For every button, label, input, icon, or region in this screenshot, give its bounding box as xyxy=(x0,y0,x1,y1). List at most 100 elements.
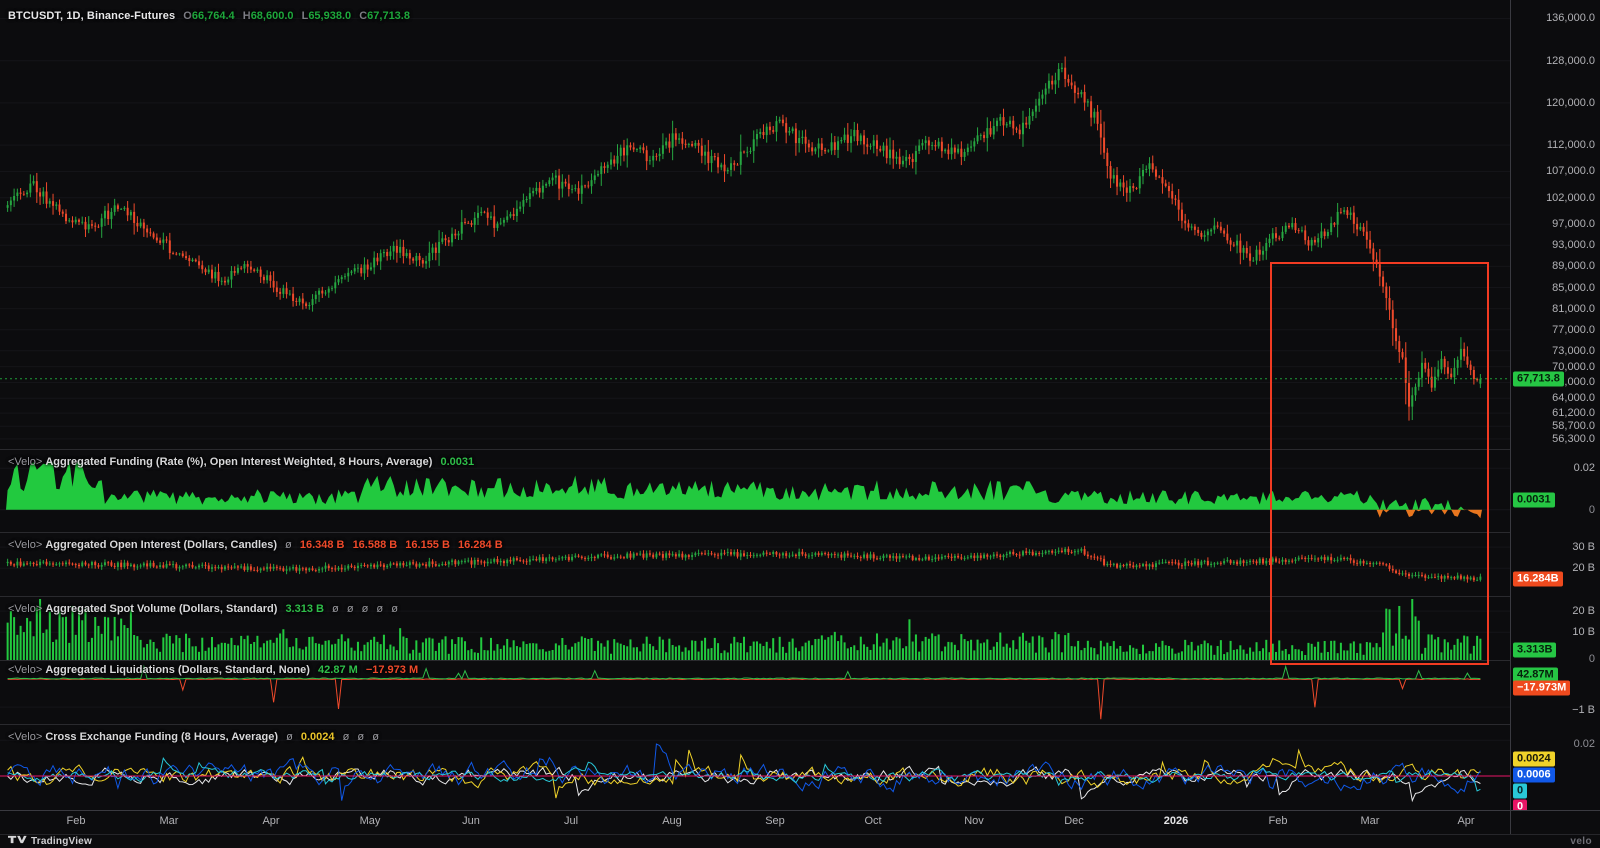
cef-glyph-3: ø xyxy=(357,731,365,743)
axis-tick: 61,200.0 xyxy=(1552,407,1595,420)
axis-tick: 112,000.0 xyxy=(1546,139,1595,152)
oi-high: 16.588 B xyxy=(352,539,398,551)
close-value: 67,713.8 xyxy=(367,10,410,22)
liquidations-long-badge[interactable]: 42.87M xyxy=(1513,667,1558,683)
oi-avg-glyph: ø xyxy=(285,539,292,551)
low-label: L xyxy=(301,10,309,22)
liquidations-long-value: 42.87 M xyxy=(318,664,358,676)
cef-glyph-0: ø xyxy=(286,731,293,743)
price-axis[interactable]: 136,000.0 128,000.0 120,000.0 112,000.0 107,… xyxy=(1510,0,1600,815)
time-axis-divider xyxy=(1510,811,1511,835)
symbol-title[interactable]: BTCUSDT, 1D, Binance-Futures xyxy=(8,10,176,22)
funding-value-badge[interactable]: 0.0031 xyxy=(1513,492,1555,508)
time-axis-label: Feb xyxy=(66,815,86,827)
axis-tick: 93,000.0 xyxy=(1552,239,1595,252)
time-axis-label: Dec xyxy=(1064,815,1084,827)
funding-value: 0.0031 xyxy=(440,456,475,468)
cross-exchange-funding-legend: <Velo> Cross Exchange Funding (8 Hours, … xyxy=(8,731,379,744)
velo-prefix: <Velo> xyxy=(8,603,43,615)
open-interest-pane[interactable] xyxy=(0,533,1510,597)
velo-prefix: <Velo> xyxy=(8,456,43,468)
time-axis-label: Jun xyxy=(462,815,480,827)
axis-tick: 128,000.0 xyxy=(1546,54,1595,67)
bottom-bar: TradingView velo xyxy=(0,834,1600,848)
open-interest-canvas xyxy=(0,533,1510,596)
axis-tick: 10 B xyxy=(1572,626,1595,639)
axis-tick: 0.02 xyxy=(1573,462,1595,475)
vol-glyph-5: ø xyxy=(391,603,398,615)
oi-low: 16.155 B xyxy=(405,539,450,551)
open-interest-title[interactable]: Aggregated Open Interest (Dollars, Candl… xyxy=(45,539,277,551)
cross-exchange-funding-badge-2[interactable]: 0.0006 xyxy=(1513,767,1555,783)
axis-tick: 58,700.0 xyxy=(1552,420,1595,433)
funding-title[interactable]: Aggregated Funding (Rate (%), Open Inter… xyxy=(45,456,433,468)
low-value: 65,938.0 xyxy=(308,10,352,22)
open-interest-value-badge[interactable]: 16.284B xyxy=(1513,571,1563,587)
oi-close: 16.284 B xyxy=(458,539,503,551)
funding-pane[interactable] xyxy=(0,450,1510,533)
spot-volume-value: 3.313 B xyxy=(285,603,324,615)
axis-tick: 20 B xyxy=(1572,605,1595,618)
cross-exchange-funding-title[interactable]: Cross Exchange Funding (8 Hours, Average… xyxy=(45,731,279,743)
axis-tick: 81,000.0 xyxy=(1552,302,1595,315)
liquidations-legend: <Velo> Aggregated Liquidations (Dollars,… xyxy=(8,664,418,677)
time-axis-label: Mar xyxy=(1360,815,1380,827)
velo-prefix: <Velo> xyxy=(8,664,43,676)
cross-exchange-funding-badge-3[interactable]: 0 xyxy=(1513,783,1528,799)
axis-tick: 0 xyxy=(1588,653,1595,666)
axis-tick: 136,000.0 xyxy=(1546,12,1595,25)
axis-tick: 120,000.0 xyxy=(1546,96,1595,109)
cef-glyph-4: ø xyxy=(372,731,379,743)
axis-tick: 73,000.0 xyxy=(1552,344,1595,357)
axis-tick: −1 B xyxy=(1572,703,1595,716)
price-legend: BTCUSDT, 1D, Binance-Futures O66,764.4 H… xyxy=(8,10,410,23)
liquidations-pane[interactable] xyxy=(0,661,1510,725)
axis-tick: 56,300.0 xyxy=(1552,432,1595,445)
tradingview-mark xyxy=(8,835,28,848)
oi-open: 16.348 B xyxy=(299,539,345,551)
cef-value: 0.0024 xyxy=(300,731,335,743)
time-axis-label: Aug xyxy=(662,815,682,827)
time-axis[interactable]: Feb Mar Apr May Jun Jul Aug Sep Oct Nov Dec 2026 Feb… xyxy=(0,810,1600,835)
velo-prefix: <Velo> xyxy=(8,539,43,551)
close-label: C xyxy=(359,10,368,22)
cross-exchange-funding-badge-1[interactable]: 0.0024 xyxy=(1513,751,1555,767)
price-pane[interactable] xyxy=(0,0,1510,450)
axis-tick: 30 B xyxy=(1572,541,1595,554)
liquidations-short-badge[interactable]: −17.973M xyxy=(1513,680,1571,696)
time-axis-label: 2026 xyxy=(1163,815,1189,827)
spot-volume-title[interactable]: Aggregated Spot Volume (Dollars, Standar… xyxy=(45,603,278,615)
velo-logo: velo xyxy=(1570,836,1592,847)
axis-tick: 70,000.0 xyxy=(1552,360,1595,373)
spot-volume-pane[interactable] xyxy=(0,597,1510,661)
open-label: O xyxy=(183,10,192,22)
liquidations-short-value: −17.973 M xyxy=(365,664,419,676)
axis-tick: 97,000.0 xyxy=(1552,218,1595,231)
time-axis-label: Oct xyxy=(864,815,882,827)
time-axis-label: Mar xyxy=(159,815,179,827)
liquidations-title[interactable]: Aggregated Liquidations (Dollars, Standa… xyxy=(45,664,310,676)
cross-exchange-funding-pane[interactable] xyxy=(0,725,1510,810)
tradingview-logo[interactable]: TradingView xyxy=(8,835,92,848)
vol-glyph-1: ø xyxy=(332,603,339,615)
spot-volume-value-badge[interactable]: 3.313B xyxy=(1513,642,1557,658)
open-value: 66,764.4 xyxy=(191,10,235,22)
open-interest-legend: <Velo> Aggregated Open Interest (Dollars… xyxy=(8,539,503,552)
axis-tick: 85,000.0 xyxy=(1552,281,1595,294)
time-axis-label: May xyxy=(359,815,381,827)
vol-glyph-2: ø xyxy=(346,603,354,615)
axis-tick: 0 xyxy=(1588,503,1595,516)
price-canvas xyxy=(0,0,1510,449)
vol-glyph-4: ø xyxy=(376,603,384,615)
funding-canvas xyxy=(0,450,1510,532)
time-axis-label: Nov xyxy=(964,815,984,827)
spot-volume-canvas xyxy=(0,597,1510,660)
axis-tick: 102,000.0 xyxy=(1546,191,1595,204)
last-price-badge[interactable]: 67,713.8 xyxy=(1513,371,1564,387)
vol-glyph-3: ø xyxy=(361,603,369,615)
axis-tick: 20 B xyxy=(1572,562,1595,575)
tradingview-label: TradingView xyxy=(31,836,92,847)
time-axis-label: Feb xyxy=(1268,815,1288,827)
liquidations-canvas xyxy=(0,661,1510,724)
